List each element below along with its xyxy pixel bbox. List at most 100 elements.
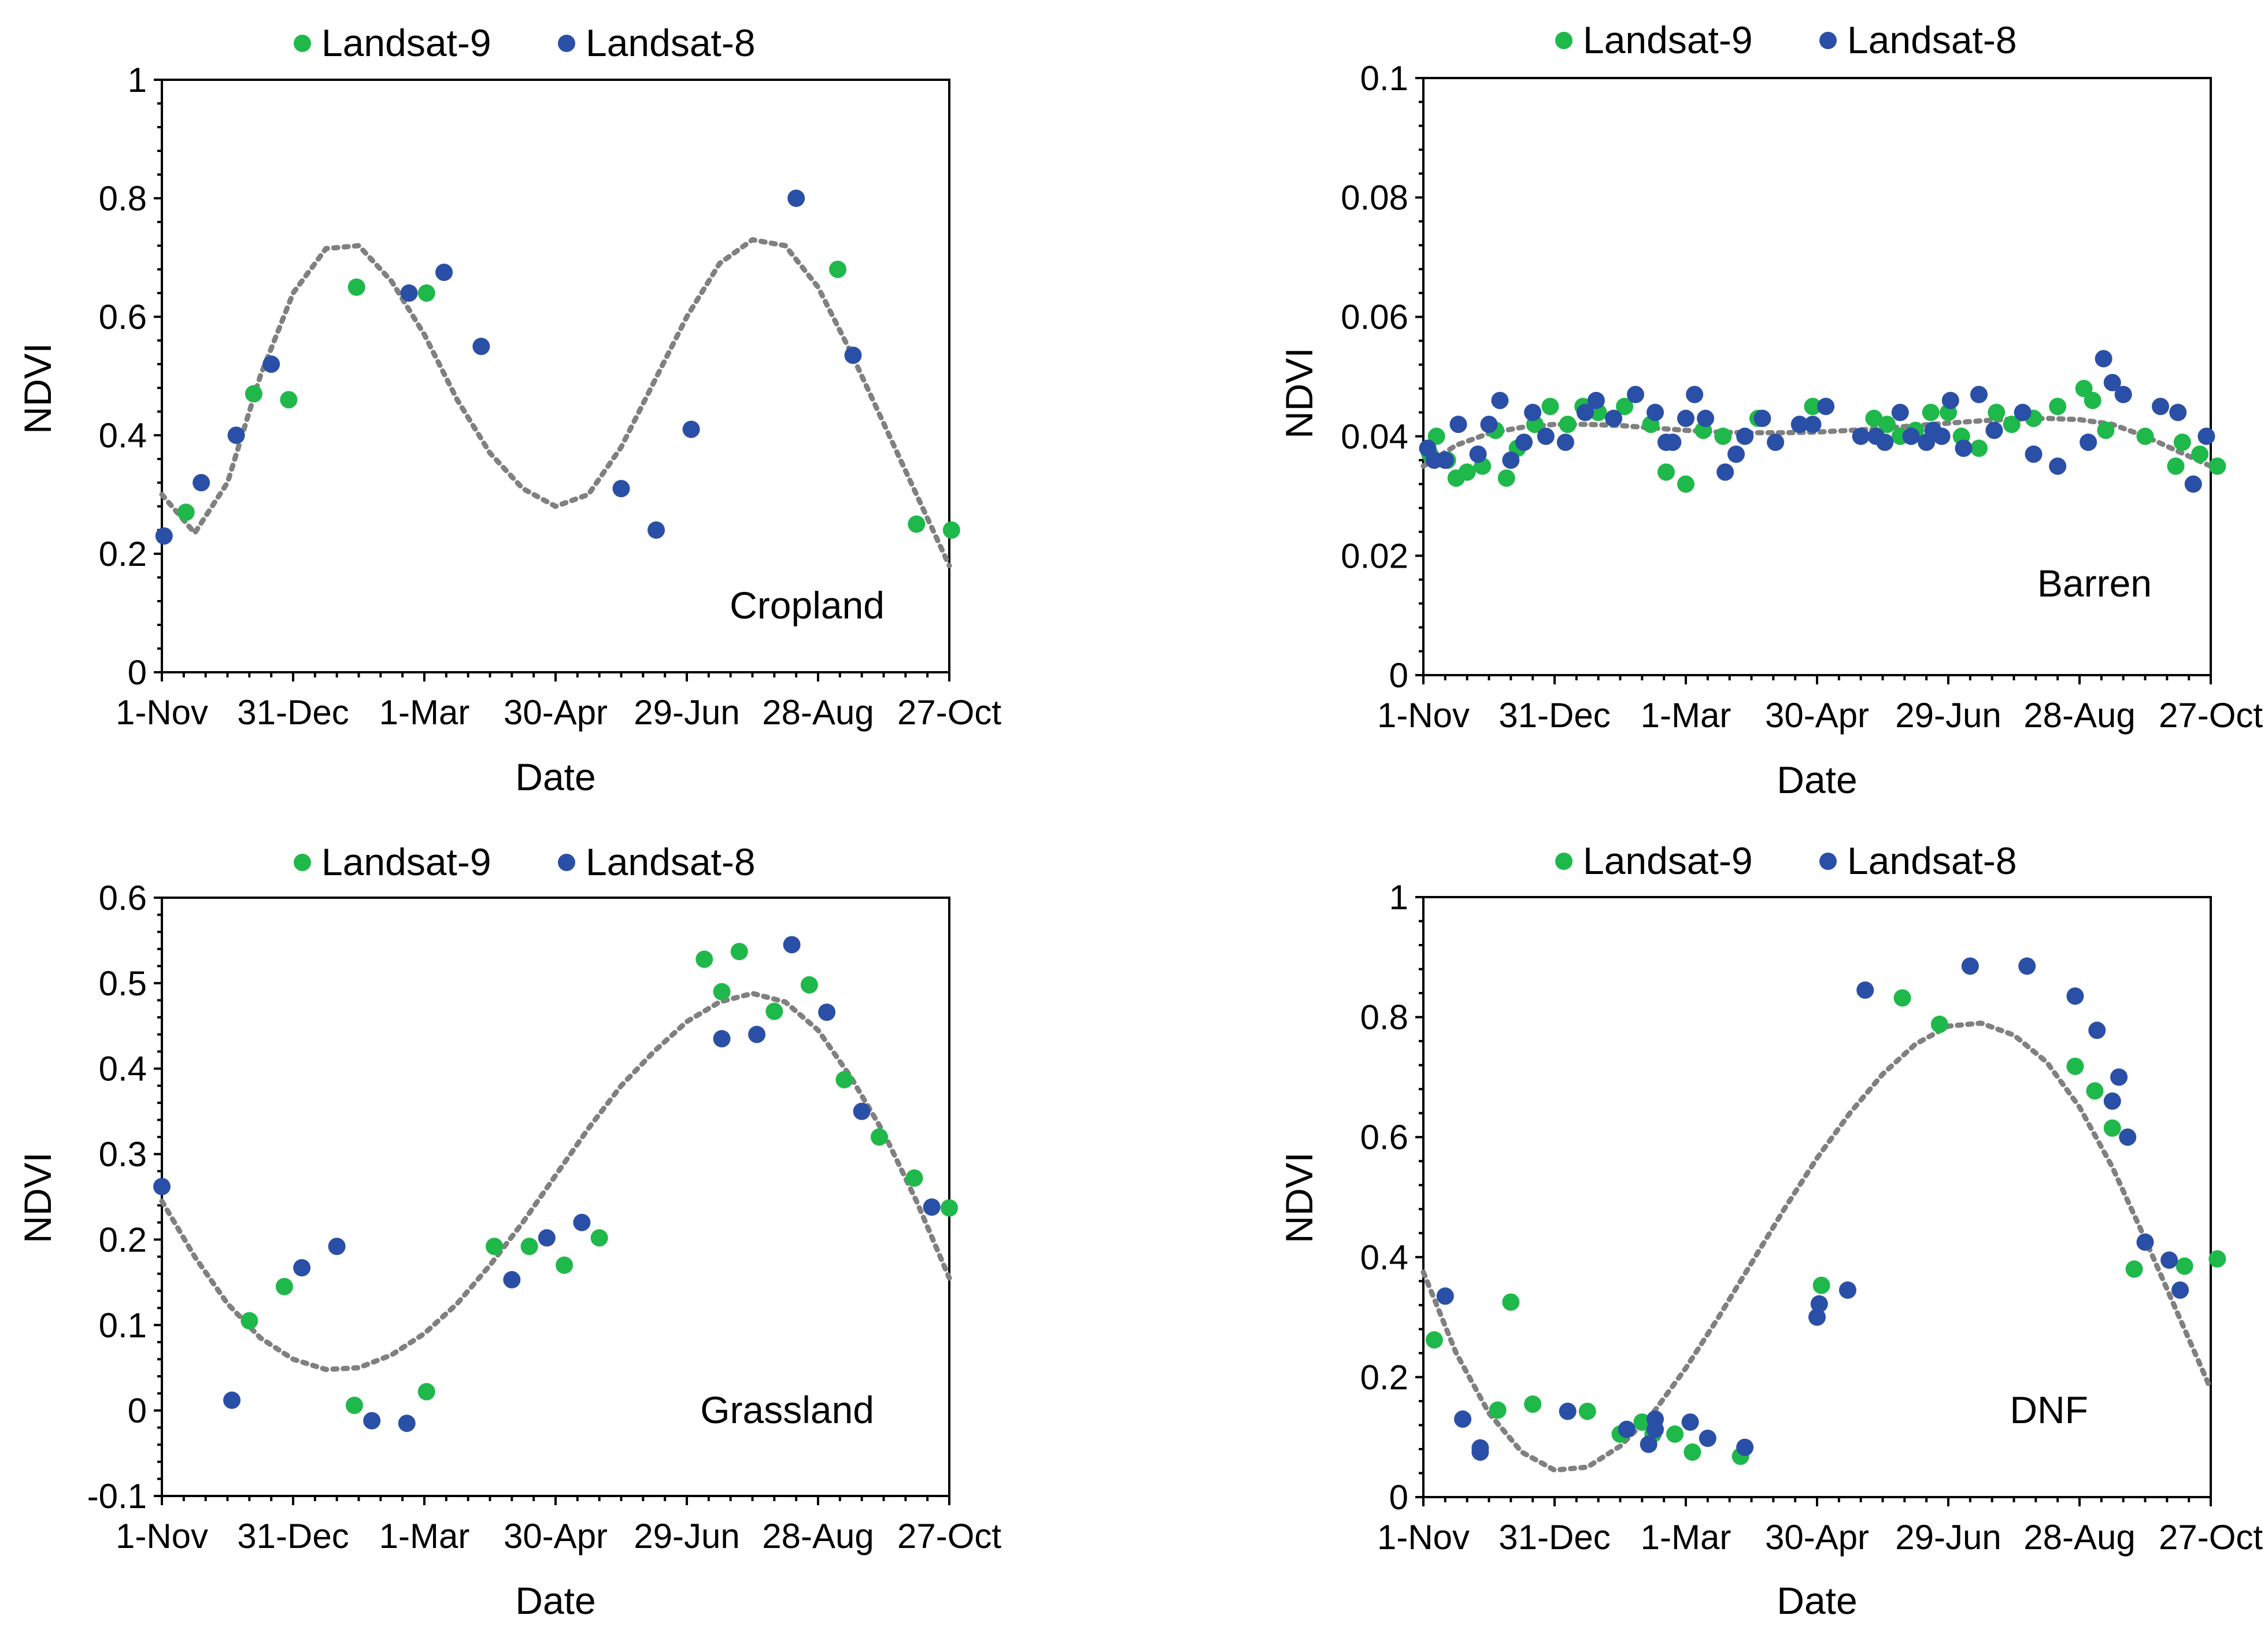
point-landsat8: [193, 474, 210, 491]
x-axis-title: Date: [515, 755, 595, 798]
legend-marker-landsat9: [294, 854, 311, 871]
x-tick-label: 28-Aug: [762, 1517, 874, 1555]
point-landsat9: [1578, 1402, 1596, 1420]
trend-line: [159, 990, 952, 1372]
point-landsat8: [400, 284, 418, 302]
point-landsat9: [1616, 398, 1634, 416]
point-landsat9: [1865, 409, 1883, 427]
point-landsat8: [1699, 1429, 1716, 1447]
point-landsat8: [1955, 439, 1973, 457]
point-landsat8: [2066, 987, 2084, 1005]
point-landsat8: [472, 338, 490, 355]
legend-label-landsat9: Landsat-9: [321, 840, 491, 883]
point-landsat9: [245, 385, 262, 403]
point-landsat8: [1970, 386, 1988, 403]
point-landsat8: [363, 1412, 381, 1429]
point-landsat8: [1736, 427, 1754, 445]
x-tick-label: 29-Jun: [634, 1517, 739, 1555]
point-landsat9: [2167, 457, 2185, 475]
point-landsat8: [1697, 409, 1715, 427]
point-landsat9: [905, 1169, 923, 1187]
point-landsat9: [765, 1002, 783, 1020]
point-landsat8: [787, 190, 805, 207]
point-landsat8: [262, 355, 280, 373]
y-tick-label: 0.2: [99, 535, 147, 573]
point-landsat8: [713, 1029, 731, 1047]
point-landsat8: [1436, 451, 1454, 469]
point-landsat8: [538, 1229, 556, 1247]
x-tick-label: 29-Jun: [1895, 696, 2001, 735]
point-landsat8: [1449, 416, 1467, 434]
point-landsat8: [1502, 451, 1520, 469]
point-landsat8: [1727, 445, 1745, 463]
point-landsat8: [223, 1391, 241, 1409]
point-landsat8: [2197, 427, 2215, 445]
x-tick-label: 31-Dec: [1499, 1518, 1610, 1557]
point-landsat9: [280, 391, 298, 409]
y-tick-label: 0.6: [99, 879, 147, 917]
point-landsat9: [1988, 403, 2006, 421]
point-landsat9: [835, 1071, 853, 1088]
point-landsat9: [1559, 416, 1577, 434]
point-landsat8: [1767, 434, 1785, 451]
y-axis-title: NDVI: [1278, 1152, 1320, 1243]
x-axis-title: Date: [515, 1579, 595, 1622]
point-landsat8: [1961, 957, 1979, 975]
point-landsat8: [1716, 463, 1734, 481]
plot-area: [1422, 896, 2212, 1498]
x-axis-title: Date: [1777, 758, 1857, 801]
point-landsat9: [1666, 1425, 1684, 1443]
legend-label-landsat8: Landsat-8: [1847, 18, 2017, 61]
point-landsat9: [1930, 1016, 1948, 1034]
point-landsat9: [1502, 1293, 1520, 1311]
point-landsat9: [2049, 398, 2067, 416]
x-tick-label: 30-Apr: [1765, 696, 1869, 735]
point-landsat8: [1856, 981, 1874, 999]
legend-label-landsat8: Landsat-8: [1847, 839, 2017, 882]
point-landsat9: [695, 950, 713, 968]
y-tick-label: 0.6: [1360, 1118, 1408, 1157]
point-landsat8: [2049, 457, 2067, 475]
point-landsat8: [1985, 421, 2003, 439]
point-landsat9: [1812, 1276, 1830, 1294]
legend-marker-landsat9: [1555, 853, 1573, 870]
x-tick-label: 28-Aug: [762, 693, 874, 732]
point-landsat8: [1491, 391, 1509, 409]
data-points: [155, 190, 960, 545]
y-axis: 0 0.2 0.4 0.6 0.8 1: [1360, 878, 1423, 1517]
point-landsat9: [730, 943, 748, 961]
point-landsat8: [153, 1177, 171, 1195]
point-landsat9: [1425, 1331, 1443, 1349]
y-tick-label: 0.8: [99, 179, 147, 218]
y-axis: 0 0.2 0.4 0.6 0.8 1: [99, 61, 162, 692]
y-tick-label: 1: [128, 61, 147, 99]
y-tick-label: 0: [128, 653, 147, 692]
legend-marker-landsat8: [1819, 32, 1837, 49]
x-tick-label: 30-Apr: [1765, 1518, 1869, 1557]
x-axis: 1-Nov 31-Dec 1-Mar 30-Apr 29-Jun 28-Aug 27-Oct: [1377, 1497, 2263, 1557]
point-landsat8: [2103, 1092, 2121, 1110]
point-landsat9: [941, 1199, 958, 1217]
x-tick-label: 1-Mar: [1641, 696, 1731, 735]
legend-marker-landsat9: [1555, 32, 1573, 49]
point-landsat9: [1893, 989, 1911, 1007]
y-tick-label: 0: [1389, 656, 1408, 695]
point-landsat8: [1808, 1308, 1826, 1326]
point-landsat8: [2171, 1281, 2189, 1299]
point-landsat8: [2119, 1128, 2137, 1146]
point-landsat9: [2125, 1260, 2143, 1278]
data-points: [153, 936, 958, 1432]
point-landsat8: [2184, 475, 2202, 493]
point-landsat9: [2097, 421, 2115, 439]
point-landsat8: [1753, 409, 1771, 427]
point-landsat8: [2114, 386, 2132, 403]
point-landsat8: [1515, 434, 1533, 451]
point-landsat9: [800, 976, 818, 994]
y-tick-label: 0.6: [99, 298, 147, 336]
point-landsat8: [503, 1271, 521, 1288]
y-axis-title: NDVI: [16, 343, 59, 434]
point-landsat8: [1605, 409, 1623, 427]
point-landsat8: [1941, 391, 1959, 409]
panel-barren: Landsat-9 Landsat-8 0 0.02 0.04 0.06 0.08 0.1…: [1278, 18, 2263, 801]
